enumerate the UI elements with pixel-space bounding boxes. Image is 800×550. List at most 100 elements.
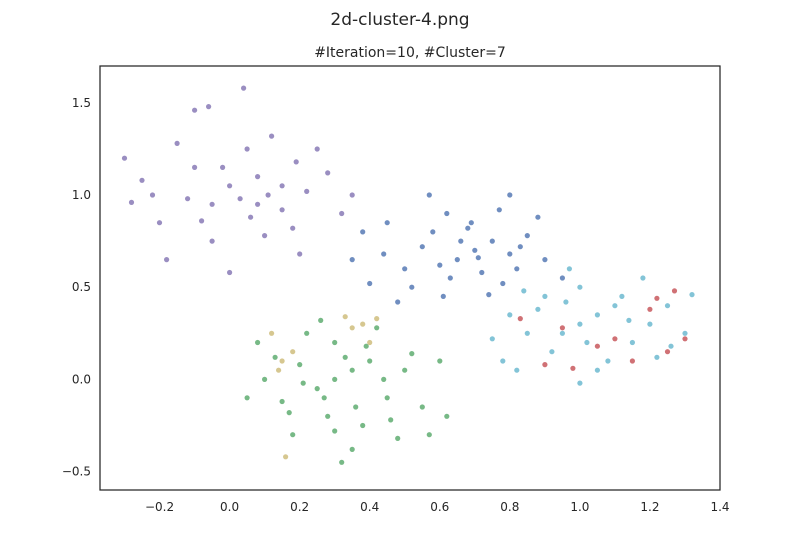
x-tick-label: 1.2 [640, 500, 659, 514]
scatter-point [304, 188, 310, 194]
scatter-point [314, 146, 320, 152]
scatter-point [342, 314, 348, 320]
scatter-point [300, 380, 306, 386]
scatter-point [149, 192, 156, 198]
scatter-point [419, 244, 425, 250]
scatter-point [654, 354, 660, 360]
scatter-point [500, 280, 506, 287]
scatter-point [468, 220, 474, 226]
scatter-point [647, 321, 653, 327]
scatter-point [626, 317, 632, 323]
scatter-point [640, 275, 646, 281]
scatter-point [507, 312, 513, 318]
x-tick-label: 1.0 [570, 500, 589, 514]
scatter-point [535, 306, 541, 312]
x-tick-label: 0.6 [430, 500, 449, 514]
y-tick-label: −0.5 [62, 465, 91, 479]
scatter-point [402, 367, 408, 373]
scatter-point [437, 262, 443, 268]
scatter-point [248, 214, 254, 220]
scatter-point [682, 330, 688, 336]
scatter-point [192, 164, 198, 170]
y-tick-label: 1.0 [72, 188, 91, 202]
scatter-point [360, 321, 366, 327]
scatter-point [325, 413, 331, 419]
scatter-point [664, 349, 671, 355]
scatter-points [121, 85, 695, 465]
scatter-point [255, 174, 261, 180]
cluster-series-2 [349, 192, 566, 305]
scatter-point [360, 229, 366, 235]
y-axis-ticks: −0.5 0.0 0.5 1.0 1.5 [62, 96, 91, 479]
scatter-point [395, 435, 401, 441]
scatter-point [384, 395, 390, 401]
scatter-point [244, 395, 250, 401]
y-tick-label: 0.0 [72, 372, 91, 386]
scatter-point [367, 339, 373, 346]
scatter-point [241, 85, 247, 91]
scatter-point [489, 238, 495, 244]
scatter-point [542, 362, 548, 368]
scatter-point [388, 417, 394, 423]
scatter-point [297, 362, 303, 368]
scatter-point [577, 284, 583, 290]
scatter-point [339, 459, 345, 465]
scatter-point [570, 365, 576, 371]
scatter-point [374, 316, 380, 322]
cluster-series-5 [244, 317, 450, 465]
scatter-point [664, 303, 671, 309]
scatter-point [542, 293, 548, 299]
x-tick-label: 0.4 [360, 500, 379, 514]
scatter-point [279, 398, 285, 405]
scatter-point [682, 336, 688, 342]
scatter-point [332, 339, 338, 346]
scatter-point [332, 428, 338, 434]
scatter-point [395, 299, 401, 305]
scatter-point [619, 293, 625, 299]
scatter-point [384, 220, 390, 226]
scatter-point [584, 339, 590, 346]
scatter-point [426, 192, 432, 198]
plot-title: #Iteration=10, #Cluster=7 [314, 45, 506, 61]
scatter-point [363, 343, 369, 349]
cluster-series-4 [517, 288, 688, 371]
scatter-point [220, 164, 226, 170]
scatter-point [342, 354, 348, 360]
scatter-point [293, 159, 299, 165]
scatter-point [577, 321, 583, 327]
scatter-point [542, 257, 548, 263]
scatter-point [297, 251, 303, 257]
scatter-point [668, 343, 674, 349]
scatter-point [349, 192, 355, 198]
plot-frame [99, 65, 721, 491]
scatter-point [447, 275, 453, 281]
scatter-point [594, 343, 601, 349]
scatter-point [472, 247, 478, 253]
scatter-point [521, 288, 527, 294]
scatter-point [339, 210, 345, 217]
scatter-point [255, 339, 261, 346]
cluster-series-1 [121, 85, 355, 276]
figure-suptitle: 2d-cluster-4.png [330, 10, 469, 30]
scatter-point [314, 386, 320, 392]
scatter-point [318, 317, 324, 323]
cluster-series-6 [269, 314, 380, 460]
scatter-point [605, 358, 611, 364]
scatter-point [304, 330, 310, 336]
scatter-point [276, 367, 282, 373]
scatter-point [577, 380, 583, 386]
y-tick-label: 1.5 [72, 96, 91, 110]
scatter-point [629, 358, 636, 364]
scatter-point [507, 251, 513, 257]
scatter-point [269, 330, 275, 336]
scatter-point [121, 155, 128, 161]
scatter-point [647, 306, 653, 312]
scatter-point [321, 395, 327, 401]
scatter-point [192, 107, 198, 113]
scatter-point [255, 201, 261, 207]
cluster-series-3 [489, 266, 695, 386]
scatter-point [458, 238, 464, 244]
scatter-point [237, 196, 243, 202]
scatter-point [517, 244, 523, 250]
scatter-point [535, 214, 541, 220]
